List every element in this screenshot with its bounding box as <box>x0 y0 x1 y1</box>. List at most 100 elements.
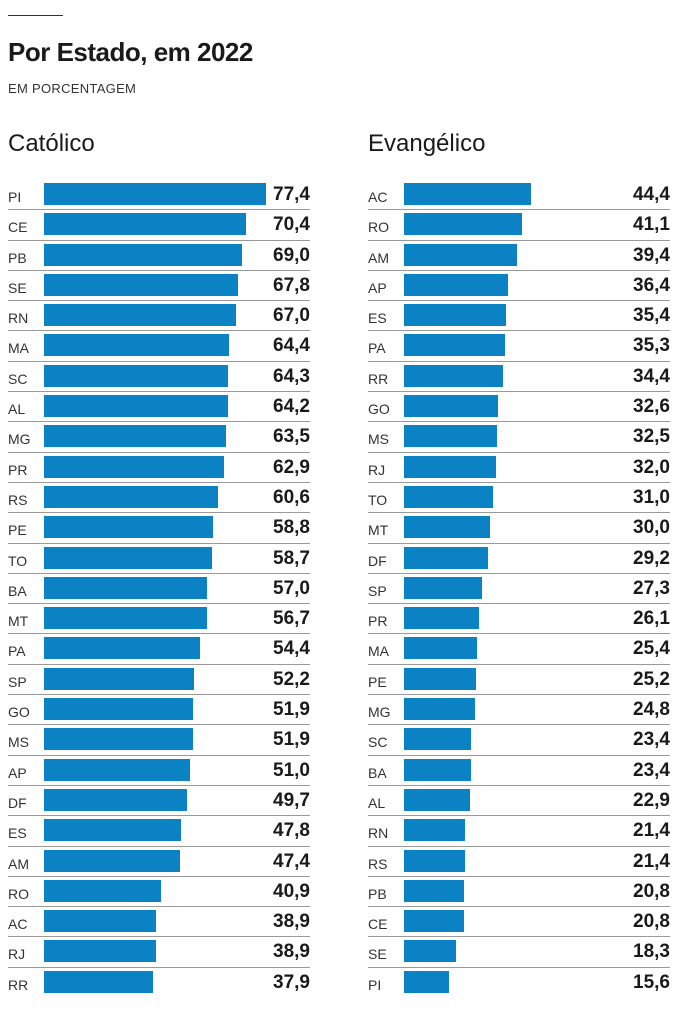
value-label: 32,0 <box>633 456 670 478</box>
bar-row: AM 47,4 <box>8 847 310 877</box>
state-label: TO <box>368 491 388 508</box>
state-label: AM <box>8 855 29 872</box>
state-label: RO <box>368 219 389 236</box>
bar-row: RN 21,4 <box>368 816 670 847</box>
bar <box>44 910 156 933</box>
bar <box>44 304 237 327</box>
value-label: 30,0 <box>633 517 670 539</box>
bar <box>404 788 470 811</box>
state-label: PI <box>8 189 22 205</box>
state-label: RN <box>8 310 29 327</box>
bar-row: PI 15,6 <box>368 968 670 998</box>
bar <box>44 637 201 660</box>
bar <box>404 607 479 630</box>
state-label: AL <box>368 794 386 811</box>
value-label: 64,2 <box>273 396 310 418</box>
state-label: MT <box>368 522 389 539</box>
bar-row: MT 30,0 <box>368 513 670 544</box>
state-label: PA <box>368 340 386 357</box>
bar <box>44 849 180 872</box>
value-label: 58,8 <box>273 517 310 539</box>
bar-row: ES 35,4 <box>368 301 670 332</box>
state-label: SC <box>8 370 28 387</box>
bar-row: BA 23,4 <box>368 756 670 786</box>
state-label: MT <box>8 613 29 630</box>
bar <box>404 304 506 327</box>
value-label: 41,1 <box>633 214 670 236</box>
value-label: 47,4 <box>273 850 310 872</box>
bar <box>44 395 229 418</box>
value-label: 34,4 <box>633 365 670 387</box>
value-label: 39,4 <box>633 244 670 266</box>
bar-row: MS 51,9 <box>8 725 310 756</box>
value-label: 57,0 <box>273 577 310 599</box>
state-label: DF <box>8 794 27 811</box>
state-label: RS <box>8 491 28 508</box>
bar <box>44 698 193 721</box>
bar-list-evangelico: AC 44,4 RO 41,1 AM 39,4 AP 36,4 ES 35,4 PA 35,3 RR 34… <box>368 180 670 998</box>
bar-row: PI 77,4 <box>8 180 310 211</box>
state-label: AL <box>8 401 26 418</box>
state-label: RR <box>368 370 389 387</box>
state-label: AP <box>8 764 27 781</box>
bar-row: AL 22,9 <box>368 786 670 817</box>
bar-row: RN 67,0 <box>8 301 310 332</box>
bar <box>44 455 225 478</box>
bar-row: AC 38,9 <box>8 907 310 938</box>
bar-row: SP 52,2 <box>8 665 310 696</box>
value-label: 67,8 <box>273 274 310 296</box>
bar <box>404 546 488 569</box>
bar <box>404 213 522 236</box>
value-label: 64,4 <box>273 335 310 357</box>
bar <box>44 879 162 902</box>
state-label: RO <box>8 885 29 902</box>
bar-row: RJ 32,0 <box>368 453 670 483</box>
top-rule <box>8 15 63 16</box>
state-label: SP <box>368 582 387 599</box>
value-label: 32,5 <box>633 426 670 448</box>
state-label: PB <box>8 249 27 266</box>
bar-row: PE 58,8 <box>8 513 310 544</box>
bar-row: PA 54,4 <box>8 634 310 665</box>
value-label: 49,7 <box>273 789 310 811</box>
chart-catolico: Católico PI 77,4 CE 70,4 PB 69,0 SE 67,8 RN 67,0 M… <box>8 128 310 998</box>
state-label: PE <box>8 522 27 539</box>
value-label: 51,9 <box>273 699 310 721</box>
value-label: 67,0 <box>273 305 310 327</box>
bar <box>404 758 472 781</box>
bar <box>44 485 218 508</box>
value-label: 32,6 <box>633 396 670 418</box>
value-label: 58,7 <box>273 547 310 569</box>
bar <box>404 849 466 872</box>
bar-row: TO 31,0 <box>368 483 670 514</box>
value-label: 44,4 <box>633 184 670 205</box>
bar-row: SE 18,3 <box>368 937 670 968</box>
bar <box>404 698 476 721</box>
state-label: DF <box>368 552 387 569</box>
state-label: GO <box>368 401 390 418</box>
bar <box>404 970 449 993</box>
bar-row: CE 20,8 <box>368 907 670 938</box>
state-label: AM <box>368 249 389 266</box>
value-label: 21,4 <box>633 850 670 872</box>
bar-row: SC 64,3 <box>8 362 310 393</box>
bar <box>44 273 239 296</box>
bar-row: MA 64,4 <box>8 331 310 362</box>
bar-row: AL 64,2 <box>8 392 310 423</box>
state-label: RN <box>368 825 389 842</box>
bar-row: RR 34,4 <box>368 362 670 393</box>
page-title: Por Estado, em 2022 <box>8 37 253 67</box>
value-label: 25,2 <box>633 668 670 690</box>
bar-row: PB 20,8 <box>368 877 670 908</box>
bar-row: MT 56,7 <box>8 604 310 635</box>
bar <box>44 334 229 357</box>
state-label: PI <box>368 976 382 993</box>
bar <box>404 819 466 842</box>
bar <box>404 940 457 963</box>
bar <box>404 425 498 448</box>
value-label: 24,8 <box>633 699 670 721</box>
value-label: 56,7 <box>273 608 310 630</box>
value-label: 23,4 <box>633 729 670 751</box>
bar <box>404 243 517 266</box>
state-label: RR <box>8 976 29 993</box>
